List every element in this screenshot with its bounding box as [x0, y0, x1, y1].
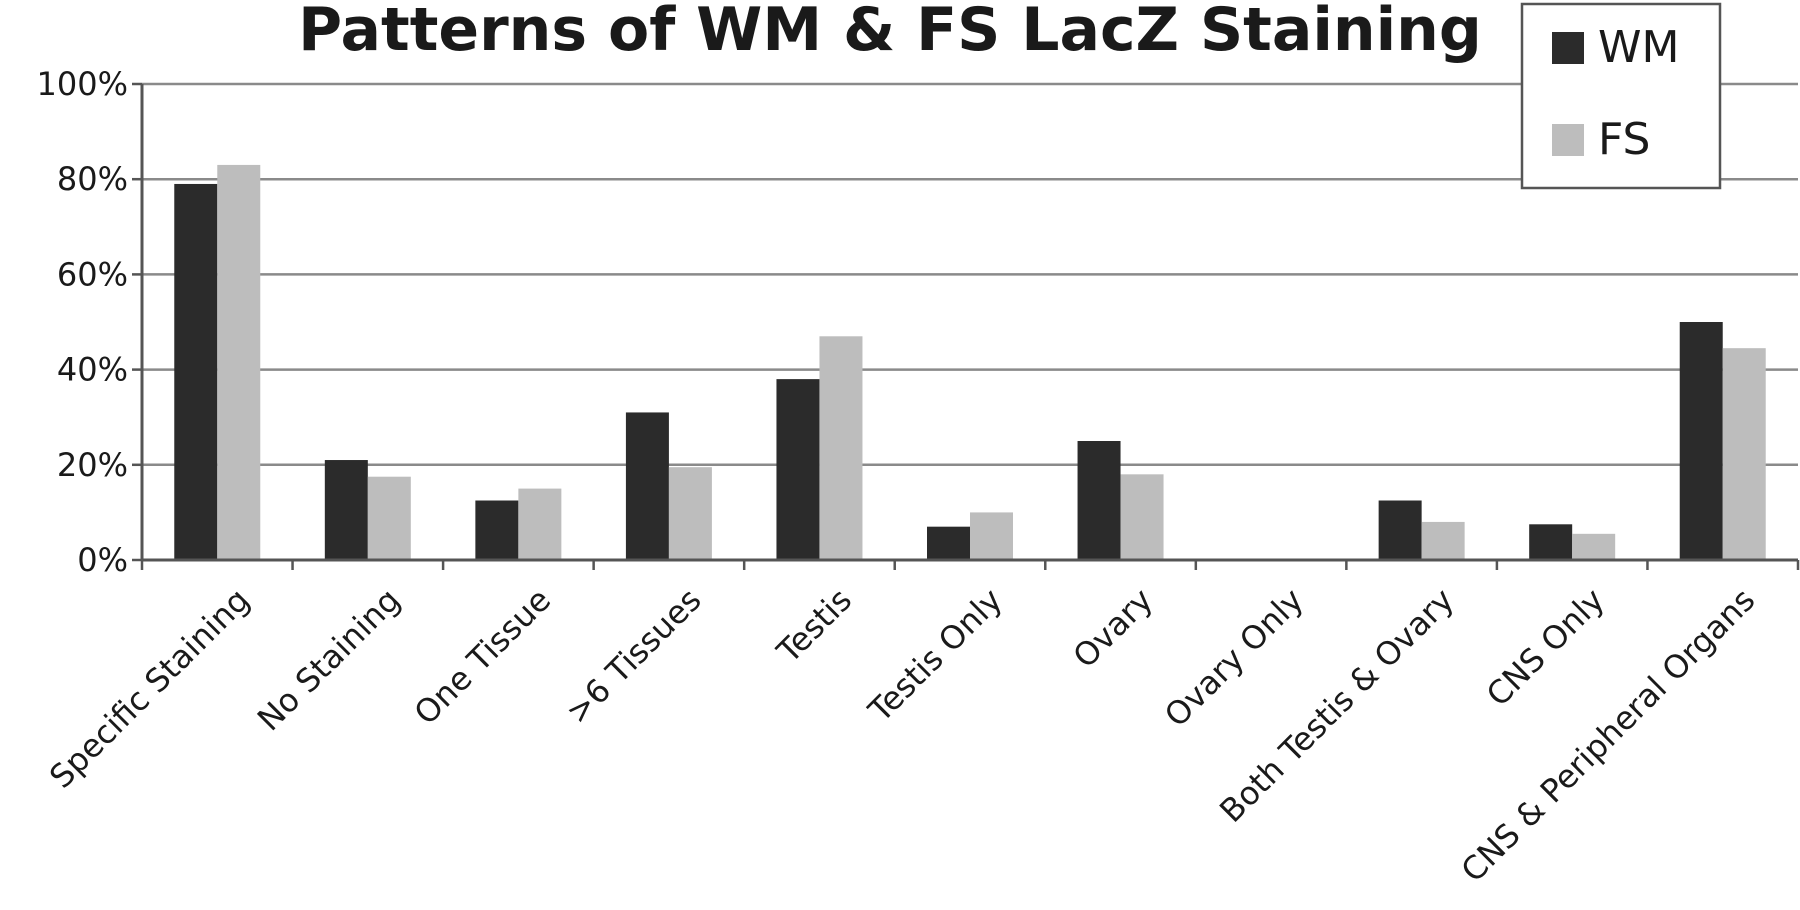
legend-swatch-fs: [1552, 124, 1584, 156]
bar-wm: [1529, 524, 1573, 560]
bar-fs: [970, 512, 1013, 560]
y-tick-label: 60%: [57, 255, 128, 293]
bar-fs: [217, 164, 261, 561]
x-category-label: CNS & Peripheral Organs: [1454, 581, 1763, 890]
x-category-label: Testis: [769, 581, 859, 671]
bar-fs: [1421, 521, 1465, 560]
bar-wm: [475, 500, 519, 560]
legend: WM FS: [1520, 2, 1722, 190]
bar-wm: [1077, 441, 1121, 560]
bar-fs: [1572, 533, 1616, 560]
bar-wm: [324, 460, 368, 560]
bar-wm: [1378, 500, 1422, 560]
bar-fs: [819, 336, 863, 560]
x-category-label: CNS Only: [1479, 581, 1612, 714]
bar-wm: [776, 379, 820, 560]
legend-label-wm: WM: [1598, 22, 1679, 73]
y-tick-label: 100%: [37, 65, 128, 103]
bar-fs: [668, 467, 712, 560]
y-tick-label: 80%: [57, 160, 128, 198]
x-category-label: >6 Tissues: [558, 581, 708, 731]
legend-swatch-wm: [1552, 32, 1584, 64]
legend-label-fs: FS: [1598, 114, 1650, 165]
bar-fs: [518, 488, 562, 560]
x-category-label: Specific Staining: [42, 581, 257, 796]
bar-wm: [625, 412, 669, 560]
x-category-label: Ovary: [1066, 581, 1161, 676]
y-tick-label: 0%: [77, 541, 128, 579]
bar-wm: [1679, 322, 1723, 560]
x-category-label: One Tissue: [407, 581, 558, 732]
x-category-label: Ovary Only: [1157, 581, 1311, 735]
chart-title: Patterns of WM & FS LacZ Staining: [298, 0, 1482, 65]
x-category-label: Testis Only: [860, 581, 1009, 730]
bars: [174, 164, 1766, 561]
bar-wm: [174, 183, 218, 560]
bar-wm: [927, 526, 970, 560]
bar-fs: [1120, 474, 1164, 560]
y-tick-label: 40%: [57, 351, 128, 389]
y-tick-label: 20%: [57, 446, 128, 484]
bar-fs: [1722, 348, 1766, 560]
bar-fs: [367, 476, 411, 560]
axes: [132, 82, 1800, 570]
x-category-label: No Staining: [250, 581, 408, 739]
